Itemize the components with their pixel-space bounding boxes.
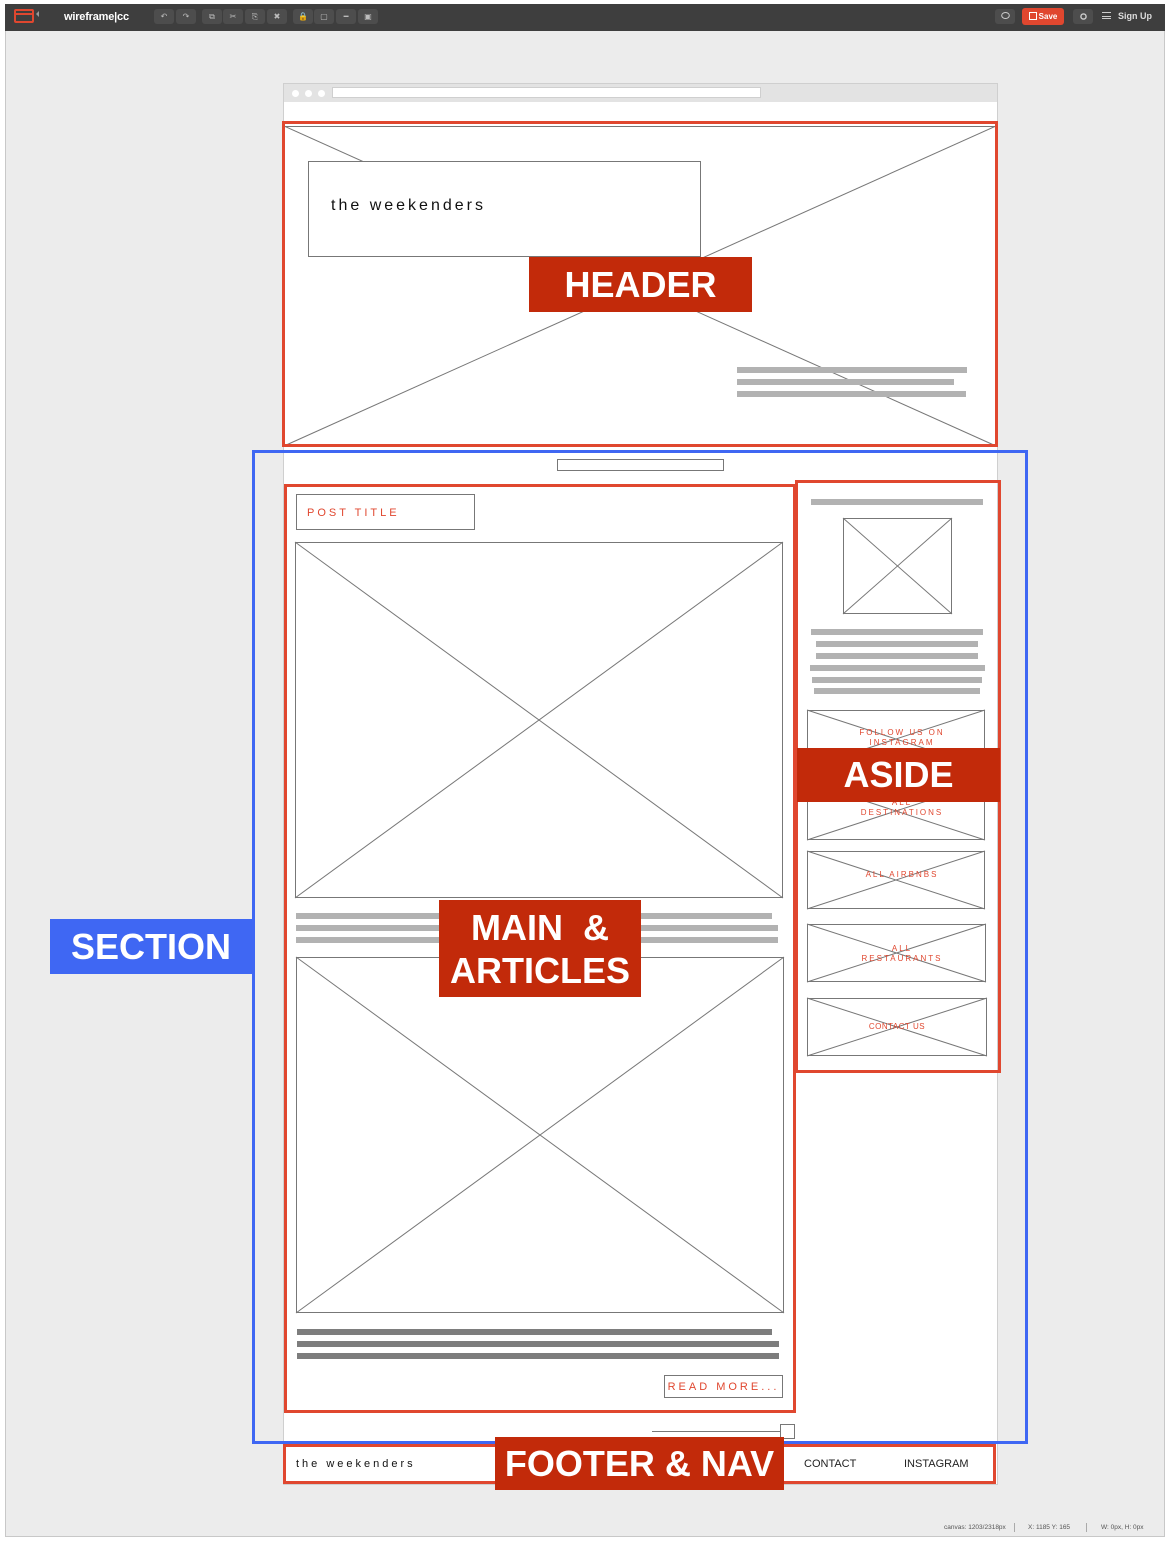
aside-button-airbnbs[interactable] — [806, 850, 986, 910]
menu-icon[interactable] — [1102, 12, 1111, 19]
rectangle-button[interactable]: ▢ — [314, 9, 334, 24]
pagination-line — [652, 1431, 780, 1432]
aside-button-label: CONTACT US — [868, 1022, 926, 1031]
app-toolbar — [5, 4, 1165, 31]
header-outline — [282, 121, 998, 447]
article-image-placeholder[interactable] — [294, 541, 784, 899]
read-more-button[interactable]: READ MORE... — [664, 1375, 783, 1398]
aside-text-line — [810, 665, 985, 671]
save-icon — [1028, 12, 1037, 20]
paste-icon: ⎘ — [251, 12, 259, 21]
signup-link[interactable]: Sign Up — [1118, 11, 1152, 21]
browser-dot-icon — [305, 90, 312, 97]
gear-icon — [1079, 13, 1087, 20]
status-coordinates: X: 1185 Y: 165 — [1028, 1524, 1071, 1531]
main-annotation-line: MAIN & — [471, 907, 609, 948]
undo-button[interactable]: ↶ — [154, 9, 174, 24]
rectangle-icon: ▢ — [320, 12, 328, 21]
status-divider — [1014, 1523, 1015, 1532]
header-text-line — [737, 391, 966, 397]
save-label: Save — [1038, 12, 1058, 21]
post-title-box[interactable]: POST TITLE — [296, 494, 475, 530]
status-canvas-size: canvas: 1203/2318px — [944, 1524, 1006, 1531]
duplicate-icon: ⧉ — [209, 12, 215, 21]
article-image-placeholder[interactable] — [295, 956, 785, 1314]
post-title: POST TITLE — [307, 507, 400, 519]
pagination-box[interactable] — [780, 1424, 795, 1439]
browser-url-bar — [332, 87, 761, 98]
article-text-line — [297, 1329, 772, 1335]
footer-annotation: FOOTER & NAV — [495, 1437, 784, 1490]
undo-icon: ↶ — [160, 12, 168, 21]
header-text-line — [737, 379, 954, 385]
app-logo-icon[interactable] — [14, 9, 34, 23]
browser-dot-icon — [292, 90, 299, 97]
logo-caret-icon[interactable] — [36, 11, 39, 17]
status-divider — [1086, 1523, 1087, 1532]
section-annotation: SECTION — [50, 919, 252, 974]
header-title-box[interactable]: the weekenders — [308, 161, 701, 257]
delete-button[interactable]: ✖ — [267, 9, 287, 24]
aside-button-label: ALL RESTAURANTS — [861, 944, 943, 963]
delete-icon: ✖ — [273, 12, 281, 21]
line-icon: ━ — [343, 12, 349, 21]
read-more-label: READ MORE... — [667, 1381, 780, 1393]
lock-icon: 🔒 — [298, 12, 308, 21]
aside-annotation: ASIDE — [797, 748, 1000, 802]
aside-text-line — [816, 641, 978, 647]
article-text-line — [297, 1341, 779, 1347]
footer-link-instagram[interactable]: INSTAGRAM — [904, 1458, 969, 1470]
header-text-line — [737, 367, 967, 373]
settings-button[interactable] — [1073, 9, 1093, 24]
redo-button[interactable]: ↷ — [176, 9, 196, 24]
frame-button[interactable]: ▣ — [358, 9, 378, 24]
article-text-line — [297, 1353, 779, 1359]
aside-image-placeholder[interactable] — [842, 517, 953, 615]
main-annotation: MAIN & ARTICLES — [439, 900, 641, 997]
header-annotation: HEADER — [529, 257, 752, 312]
site-title: the weekenders — [331, 197, 486, 214]
comment-button[interactable] — [995, 9, 1015, 24]
footer-link-contact[interactable]: CONTACT — [804, 1458, 857, 1470]
frame-icon: ▣ — [364, 12, 372, 21]
save-button[interactable]: Save — [1022, 8, 1064, 25]
aside-text-line — [812, 677, 982, 683]
aside-button-restaurants[interactable] — [806, 923, 987, 983]
aside-button-label: ALL AIRBNBS — [865, 870, 939, 879]
footer-title: the weekenders — [296, 1458, 416, 1470]
browser-dot-icon — [318, 90, 325, 97]
nav-placeholder[interactable] — [557, 459, 724, 471]
aside-button-contact[interactable] — [806, 997, 988, 1057]
aside-text-line — [816, 653, 978, 659]
cut-button[interactable]: ✂ — [223, 9, 243, 24]
redo-icon: ↷ — [182, 12, 190, 21]
aside-text-line — [814, 688, 980, 694]
status-selection-size: W: 0px, H: 0px — [1101, 1524, 1144, 1531]
duplicate-button[interactable]: ⧉ — [202, 9, 222, 24]
aside-text-line — [811, 629, 983, 635]
cut-icon: ✂ — [229, 12, 237, 21]
lock-button[interactable]: 🔒 — [293, 9, 313, 24]
aside-button-label: ALL DESTINATIONS — [860, 798, 944, 817]
line-button[interactable]: ━ — [336, 9, 356, 24]
aside-heading-line — [811, 499, 983, 505]
paste-button[interactable]: ⎘ — [245, 9, 265, 24]
main-outline — [284, 484, 796, 1413]
comment-icon — [1000, 12, 1010, 19]
main-annotation-line: ARTICLES — [450, 950, 630, 991]
brand-name: wireframe|cc — [64, 11, 129, 23]
aside-button-label: FOLLOW US ON INSTAGRAM — [859, 728, 945, 747]
